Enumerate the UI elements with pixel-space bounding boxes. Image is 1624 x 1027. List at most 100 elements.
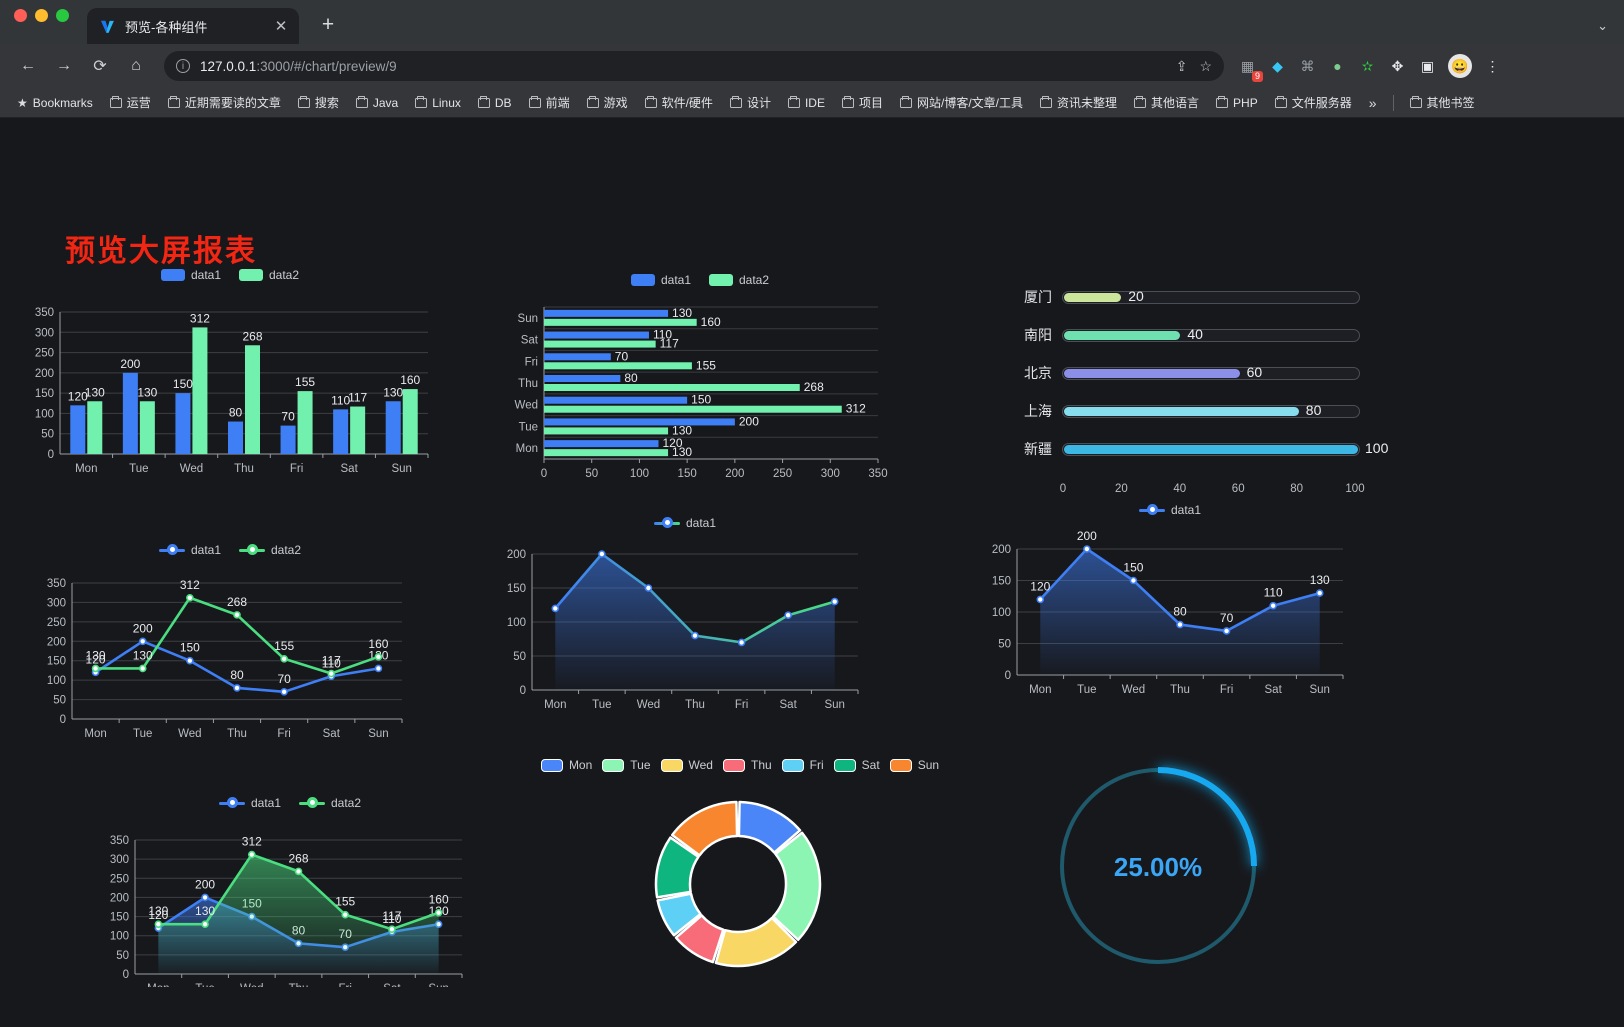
maximize-window-button[interactable] (56, 8, 69, 22)
svg-text:155: 155 (335, 895, 355, 909)
browser-menu-icon[interactable]: ⋮ (1485, 57, 1500, 74)
legend-item-data1[interactable]: data1 (160, 268, 221, 282)
folder-icon (415, 95, 428, 108)
svg-text:60: 60 (1232, 483, 1245, 495)
legend-item-data1[interactable]: data1 (653, 516, 716, 530)
chart-line-dual[interactable]: data1 data2 0 50 100 150 200 250 300 350 Mon Tue W… (30, 543, 430, 754)
chart-horizontal-bar[interactable]: data1 data2 0 50 100 150 200 250 300 350 Sun 130 1… (500, 273, 900, 494)
bookmark-folder-12[interactable]: 项目 (835, 91, 890, 114)
command-icon[interactable]: ⌘ (1300, 57, 1315, 74)
svg-text:120: 120 (86, 652, 106, 666)
legend-item-fri[interactable]: Fri (781, 758, 824, 772)
close-window-button[interactable] (14, 8, 27, 22)
progress-bar-track[interactable]: 100 (1062, 440, 1388, 456)
bookmark-folder-1[interactable]: 运营 (103, 91, 158, 114)
svg-text:Tue: Tue (592, 699, 611, 711)
home-button[interactable]: ⌂ (131, 57, 141, 74)
avatar[interactable]: 😀 (1448, 54, 1472, 78)
window-menu-icon[interactable]: ⌄ (1597, 18, 1608, 33)
svg-text:110: 110 (331, 393, 350, 407)
bookmark-folder-6[interactable]: DB (471, 93, 519, 113)
legend-item-data1[interactable]: data1 (158, 543, 221, 557)
legend-item-mon[interactable]: Mon (540, 758, 592, 772)
chart-progress-bars[interactable]: 厦门 20 南阳 40 北京 60 上海 80 新疆 100 0 20 40 60 80 100 (1000, 278, 1388, 502)
progress-bar-row[interactable]: 上海 80 (1000, 392, 1360, 430)
progress-bar-track[interactable]: 80 (1062, 402, 1360, 418)
bookmark-folder-11[interactable]: IDE (781, 93, 832, 113)
bookmark-folder-13[interactable]: 网站/博客/文章/工具 (893, 91, 1030, 114)
minimize-window-button[interactable] (35, 8, 48, 22)
reload-button[interactable]: ⟳ (93, 58, 107, 75)
bookmark-folder-8[interactable]: 游戏 (580, 91, 635, 114)
legend-item-data1[interactable]: data1 (1138, 503, 1201, 517)
svg-text:117: 117 (322, 654, 341, 668)
svg-text:120: 120 (148, 908, 168, 922)
other-bookmarks-button[interactable]: 其他书签 (1403, 91, 1482, 114)
forward-button[interactable]: → (56, 57, 72, 74)
legend-item-tue[interactable]: Tue (602, 758, 651, 772)
chart-line-gradient[interactable]: data1 0 50 100 150 200 Mon Tue Wed Thu Fri Sat Sun (490, 516, 880, 725)
bookmark-folder-5[interactable]: Linux (408, 93, 468, 113)
bookmark-folder-15[interactable]: 其他语言 (1127, 91, 1206, 114)
progress-bar-row[interactable]: 新疆 100 (1000, 430, 1388, 468)
progress-bar-row[interactable]: 北京 60 (1000, 354, 1360, 392)
legend-item-data2[interactable]: data2 (299, 796, 361, 810)
svg-text:50: 50 (513, 651, 526, 663)
sidepanel-icon[interactable]: ▣ (1420, 57, 1435, 74)
legend-item-data2[interactable]: data2 (239, 268, 299, 282)
site-info-icon[interactable]: i (176, 59, 190, 73)
legend-item-sat[interactable]: Sat (833, 758, 880, 772)
address-bar-url: 127.0.0.1:3000/#/chart/preview/9 (200, 59, 397, 74)
star-outline-icon[interactable]: ✫ (1361, 57, 1374, 74)
svg-text:Wed: Wed (1122, 684, 1145, 696)
svg-text:80: 80 (624, 371, 638, 385)
svg-text:268: 268 (242, 329, 262, 343)
legend-label: data1 (190, 268, 221, 282)
chart-area-dual[interactable]: data1 data2 0 50 100 150 200 250 300 350 Mon Tue W… (90, 796, 490, 987)
bookmark-folder-3[interactable]: 搜索 (291, 91, 346, 114)
svg-text:0: 0 (60, 714, 66, 726)
chart-area-single[interactable]: data1 0 50 100 150 200 Mon Tue Wed Thu Fri Sat Sun 1… (975, 503, 1365, 707)
bookmark-folder-14[interactable]: 资讯未整理 (1033, 91, 1124, 114)
chart-gauge[interactable]: 25.00% (1040, 748, 1280, 987)
progress-bar-track[interactable]: 60 (1062, 364, 1360, 380)
share-icon[interactable]: ⇪ (1175, 57, 1188, 74)
progress-bar-row[interactable]: 南阳 40 (1000, 316, 1360, 354)
legend-item-thu[interactable]: Thu (722, 758, 772, 772)
bookmarks-overflow-button[interactable]: » (1368, 94, 1377, 111)
legend-item-data1[interactable]: data1 (630, 273, 691, 287)
circle-icon[interactable]: ● (1333, 58, 1342, 74)
address-bar[interactable]: i 127.0.0.1:3000/#/chart/preview/9 ⇪ ☆ (164, 51, 1224, 81)
svg-text:250: 250 (47, 617, 66, 629)
bookmark-label: 文件服务器 (1291, 96, 1352, 110)
bookmark-folder-10[interactable]: 设计 (723, 91, 778, 114)
legend: data1 data2 (20, 268, 440, 282)
progress-bar-track[interactable]: 40 (1062, 326, 1360, 342)
puzzle-icon[interactable]: ✥ (1391, 57, 1404, 74)
browser-tab[interactable]: 预览-各种组件 ✕ (87, 8, 299, 44)
progress-bar-row[interactable]: 厦门 20 (1000, 278, 1360, 316)
legend-item-data1[interactable]: data1 (218, 796, 281, 810)
v-logo-icon (101, 20, 114, 33)
bookmark-star-icon[interactable]: ☆ (1199, 57, 1212, 74)
bookmark-folder-17[interactable]: 文件服务器 (1268, 91, 1359, 114)
legend-item-data2[interactable]: data2 (239, 543, 301, 557)
bookmark-item-bookmarks[interactable]: ★ Bookmarks (10, 93, 100, 113)
close-tab-icon[interactable]: ✕ (274, 18, 288, 35)
progress-bar-track[interactable]: 20 (1062, 288, 1360, 304)
back-button[interactable]: ← (20, 57, 36, 74)
chart-vertical-bar[interactable]: data1 data2 0 50 100 150 200 250 300 350 Mon 120 1… (20, 268, 440, 484)
new-tab-button[interactable]: + (321, 13, 335, 36)
chart-donut[interactable]: Mon Tue Wed Thu Fri Sat Sun (540, 758, 940, 984)
legend-item-sun[interactable]: Sun (889, 758, 939, 772)
bookmark-folder-4[interactable]: Java (349, 93, 405, 113)
svg-text:200: 200 (992, 544, 1011, 556)
extension-grid-icon[interactable]: ▦ 9 (1238, 57, 1263, 82)
bookmark-folder-9[interactable]: 软件/硬件 (638, 91, 720, 114)
diamond-icon[interactable]: ◆ (1272, 57, 1283, 74)
legend-item-wed[interactable]: Wed (660, 758, 713, 772)
bookmark-folder-7[interactable]: 前端 (522, 91, 577, 114)
legend-item-data2[interactable]: data2 (709, 273, 769, 287)
bookmark-folder-2[interactable]: 近期需要读的文章 (161, 91, 288, 114)
bookmark-folder-16[interactable]: PHP (1209, 93, 1265, 113)
